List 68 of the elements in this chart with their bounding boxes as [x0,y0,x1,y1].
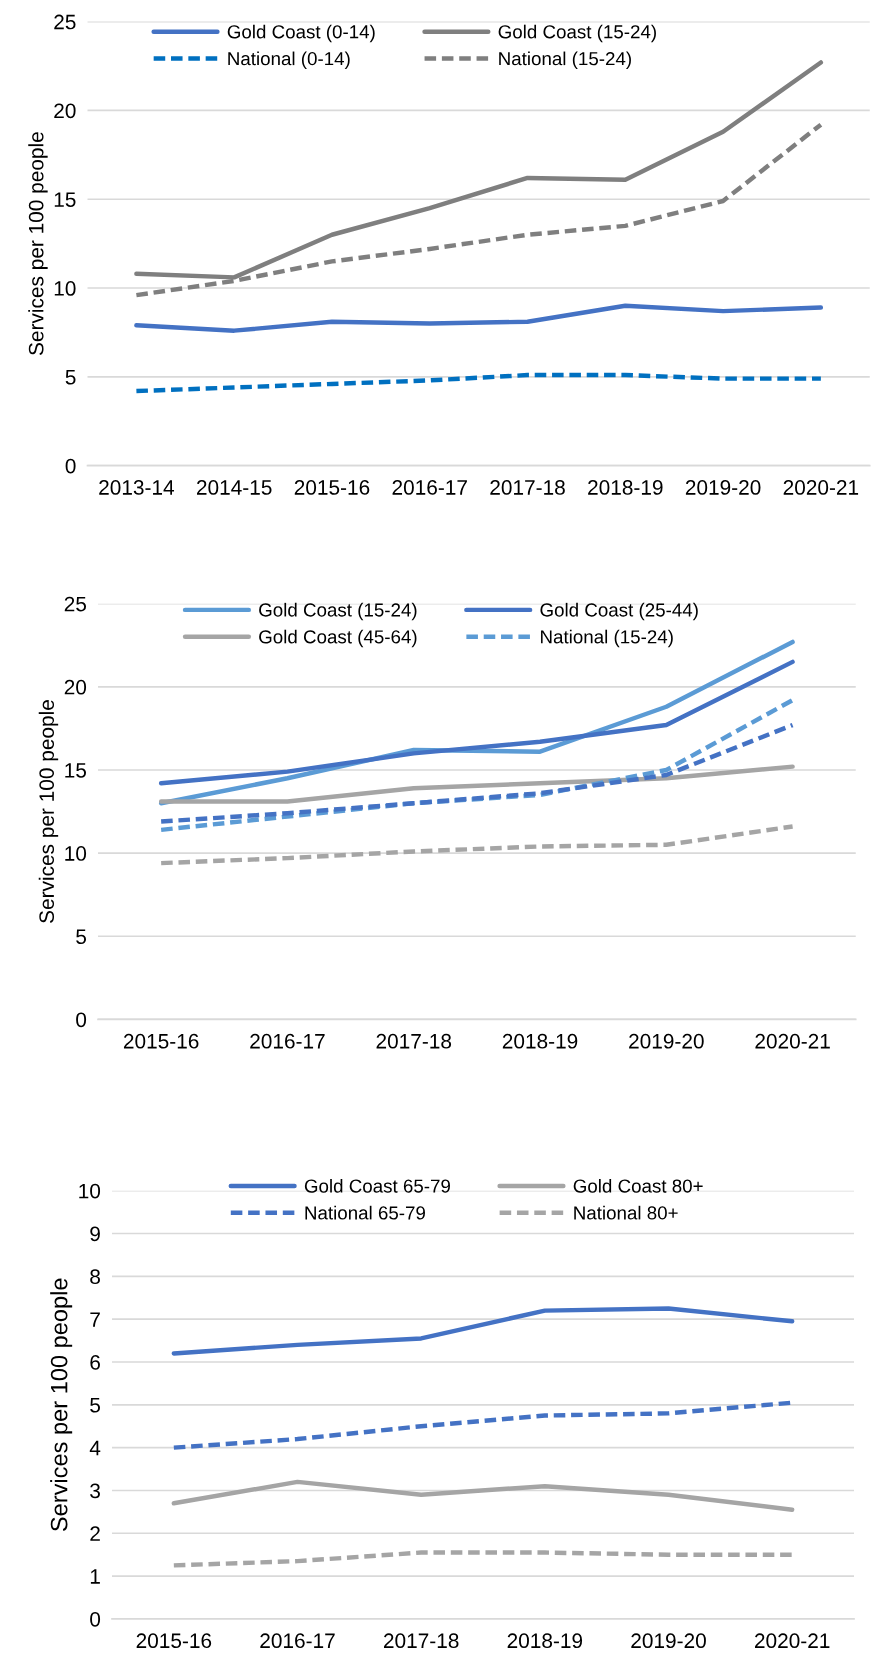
y-tick-label: 5 [76,929,87,945]
x-tick-label: 2014-15 [197,480,272,495]
legend-label: Gold Coast (0-14) [227,24,375,43]
legend-label: Gold Coast 65-79 [304,1178,450,1193]
y-axis-title: Services per 100 people [50,1278,73,1532]
x-tick-label: 2019-20 [631,1633,706,1649]
x-tick-label: 2015-16 [123,1033,199,1049]
y-tick-label: 20 [54,103,76,119]
x-tick-label: 2018-19 [588,480,663,495]
x-tick-label: 2015-16 [294,480,370,495]
y-tick-label: 3 [90,1483,100,1499]
x-tick-label: 2016-17 [250,1033,325,1049]
x-tick-label: 2020-21 [783,480,859,495]
line-series [134,303,824,333]
legend-label: National 65-79 [305,1205,425,1220]
y-tick-label: 0 [65,458,76,474]
line-series [158,824,795,866]
y-tick-label: 6 [90,1355,100,1370]
y-tick-label: 0 [76,1012,87,1028]
line-series [158,659,795,786]
legend-label: National (15-24) [499,51,631,69]
x-tick-label: 2020-21 [754,1633,830,1649]
y-tick-label: 15 [65,763,87,778]
y-axis-title: Services per 100 people [38,700,59,923]
y-tick-label: 10 [65,846,87,861]
x-tick-label: 2017-18 [490,480,565,495]
y-tick-label: 0 [90,1611,101,1627]
line-series [158,697,795,833]
legend-label: National (0-14) [228,51,350,69]
line-series [134,372,824,394]
x-tick-label: 2017-18 [383,1633,459,1649]
legend-label: National 80+ [574,1205,678,1220]
y-tick-label: 20 [64,679,87,695]
x-tick-label: 2018-19 [502,1033,578,1049]
x-tick-label: 2018-19 [507,1633,583,1649]
x-tick-label: 2015-16 [136,1633,212,1649]
legend-label: Gold Coast (15-24) [259,602,417,621]
legend-label: Gold Coast (45-64) [259,629,417,648]
legend-label: Gold Coast 80+ [573,1178,703,1193]
line-series [158,764,795,804]
line-series [171,1479,795,1512]
x-tick-label: 2013-14 [99,480,175,495]
x-tick-label: 2019-20 [629,1033,704,1049]
x-tick-label: 2016-17 [392,480,467,495]
line-series [171,1306,795,1356]
legend-label: Gold Coast (25-44) [540,602,698,621]
y-tick-label: 25 [54,14,76,30]
line-series [171,1550,795,1568]
y-tick-label: 5 [90,1398,101,1413]
y-tick-label: 8 [90,1269,100,1285]
legend-label: National (15-24) [541,629,673,648]
y-tick-label: 25 [64,596,87,612]
y-tick-label: 7 [90,1312,100,1327]
y-tick-label: 2 [90,1526,100,1541]
line-series [158,722,795,824]
y-tick-label: 9 [90,1226,100,1242]
x-tick-label: 2020-21 [755,1033,830,1049]
legend-label: Gold Coast (15-24) [498,24,656,43]
x-tick-label: 2016-17 [260,1633,335,1649]
y-axis-title: Services per 100 people [28,132,48,356]
x-tick-label: 2017-18 [376,1033,452,1049]
y-tick-label: 10 [79,1183,101,1199]
y-tick-label: 5 [65,370,76,385]
y-tick-label: 4 [89,1440,101,1456]
y-tick-label: 10 [54,281,76,296]
y-tick-label: 15 [54,192,76,207]
x-tick-label: 2019-20 [685,480,761,495]
y-tick-label: 1 [90,1569,100,1584]
